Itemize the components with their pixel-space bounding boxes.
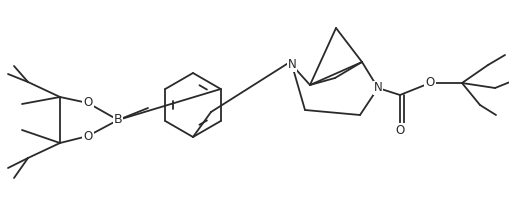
Text: N: N [287,58,296,72]
Text: O: O [83,97,93,109]
Text: O: O [394,123,404,137]
Text: B: B [114,114,122,126]
Text: O: O [425,77,434,89]
Text: O: O [83,129,93,143]
Text: N: N [373,81,382,95]
